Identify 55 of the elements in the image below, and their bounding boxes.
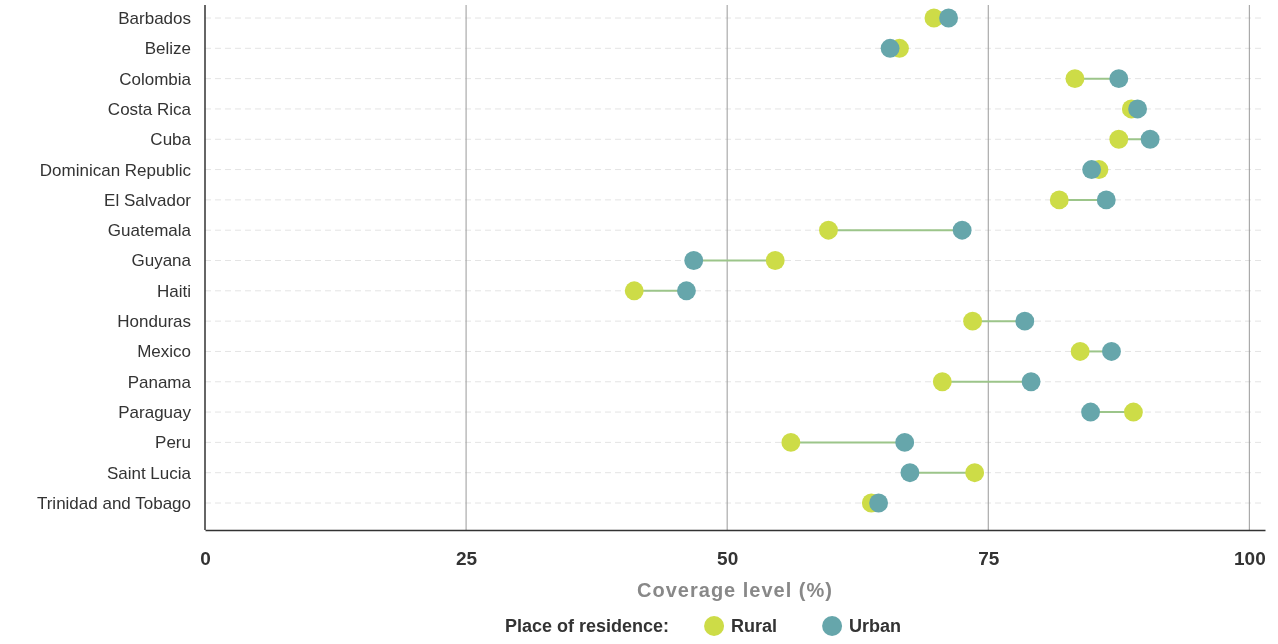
point (1128, 99, 1148, 119)
x-tick-label: 25 (456, 548, 478, 570)
point (965, 463, 985, 483)
point (781, 432, 801, 452)
point (1109, 129, 1129, 149)
y-tick-label: Trinidad and Tobago (36, 493, 191, 513)
point (1123, 402, 1143, 422)
point (819, 220, 838, 240)
point (932, 372, 952, 392)
x-tick-label: 75 (978, 548, 1000, 570)
y-tick-label: Guatemala (107, 221, 192, 241)
point (1021, 372, 1041, 392)
y-tick-label: Panama (127, 372, 192, 392)
legend-title: Place of residence: (505, 616, 670, 636)
y-tick-label: Paraguay (118, 403, 192, 422)
y-tick-label: Costa Rica (107, 99, 192, 119)
point (765, 251, 785, 270)
y-tick-label: Cuba (150, 130, 192, 150)
point (624, 281, 644, 301)
legend-label: Urban (849, 616, 902, 636)
point (869, 493, 889, 513)
point (1081, 402, 1101, 422)
x-tick-label: 100 (1233, 548, 1266, 570)
point (1070, 342, 1090, 361)
point (677, 281, 696, 301)
x-tick-label: 50 (717, 548, 739, 570)
y-tick-label: Dominican Republic (39, 160, 192, 180)
point (952, 220, 972, 240)
y-tick-label: Barbados (118, 8, 191, 28)
legend-label: Rural (731, 616, 778, 636)
point (1109, 69, 1129, 89)
y-tick-label: Haiti (156, 281, 191, 301)
x-tick-label: 0 (200, 548, 211, 570)
x-axis-title: Coverage level (%) (637, 579, 833, 601)
point (1015, 311, 1035, 331)
point (900, 463, 920, 483)
y-tick-label: Saint Lucia (106, 463, 192, 483)
point (895, 432, 915, 452)
point (963, 311, 983, 331)
y-tick-label: El Salvador (104, 190, 192, 210)
y-tick-label: Honduras (117, 312, 191, 332)
point (684, 251, 704, 270)
point (1082, 160, 1102, 179)
point (1102, 342, 1121, 361)
point (1049, 190, 1069, 210)
point (1065, 69, 1085, 89)
point (939, 8, 959, 28)
point (1096, 190, 1116, 210)
point (880, 38, 900, 58)
y-tick-label: Guyana (131, 251, 192, 271)
y-tick-label: Colombia (119, 69, 192, 89)
y-tick-label: Belize (144, 39, 191, 59)
point (1140, 129, 1160, 149)
y-tick-label: Mexico (137, 342, 191, 362)
y-tick-label: Peru (155, 433, 191, 453)
